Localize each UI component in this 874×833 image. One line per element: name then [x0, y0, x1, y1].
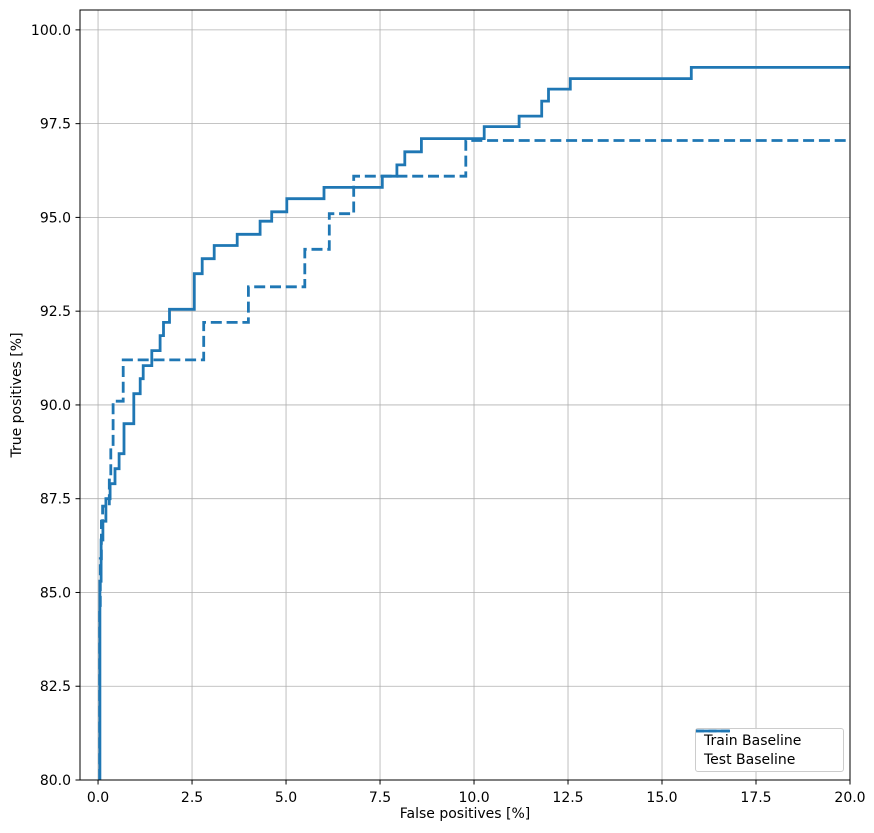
series-line-test	[98, 139, 850, 780]
y-tick-label: 95.0	[40, 210, 71, 226]
grid-lines	[80, 10, 851, 781]
tick-labels: 0.0 2.5 5.0 7.5 10.0 12.5 15.0 17.5 20.0 80.0 82.5…	[31, 23, 866, 806]
legend: Train Baseline Test Baseline	[695, 728, 844, 772]
y-tick-label: 92.5	[40, 304, 71, 320]
x-tick-label: 17.5	[740, 790, 771, 806]
legend-label-train: Train Baseline	[704, 733, 802, 749]
test-line-sample-icon	[696, 729, 730, 733]
y-axis-label: True positives [%]	[9, 332, 25, 458]
x-tick-label: 0.0	[87, 790, 109, 806]
y-tick-label: 100.0	[31, 23, 71, 39]
legend-entry-test: Test Baseline	[696, 729, 835, 770]
x-axis-label: False positives [%]	[399, 806, 531, 822]
x-tick-label: 12.5	[552, 790, 583, 806]
y-tick-label: 82.5	[40, 679, 71, 695]
y-tick-label: 90.0	[40, 398, 71, 414]
y-tick-label: 97.5	[40, 117, 71, 133]
x-tick-label: 15.0	[646, 790, 677, 806]
series-line-train	[98, 66, 850, 780]
legend-entry-train: Train Baseline	[696, 729, 835, 751]
x-tick-label: 7.5	[369, 790, 391, 806]
x-tick-label: 10.0	[458, 790, 489, 806]
legend-label-test: Test Baseline	[704, 752, 796, 768]
x-tick-label: 20.0	[834, 790, 865, 806]
y-tick-label: 80.0	[40, 773, 71, 789]
axis-ticks	[75, 29, 851, 785]
x-tick-label: 2.5	[181, 790, 203, 806]
x-tick-label: 5.0	[275, 790, 297, 806]
plot-border	[79, 9, 851, 781]
y-tick-label: 85.0	[40, 585, 71, 601]
y-tick-label: 87.5	[40, 492, 71, 508]
